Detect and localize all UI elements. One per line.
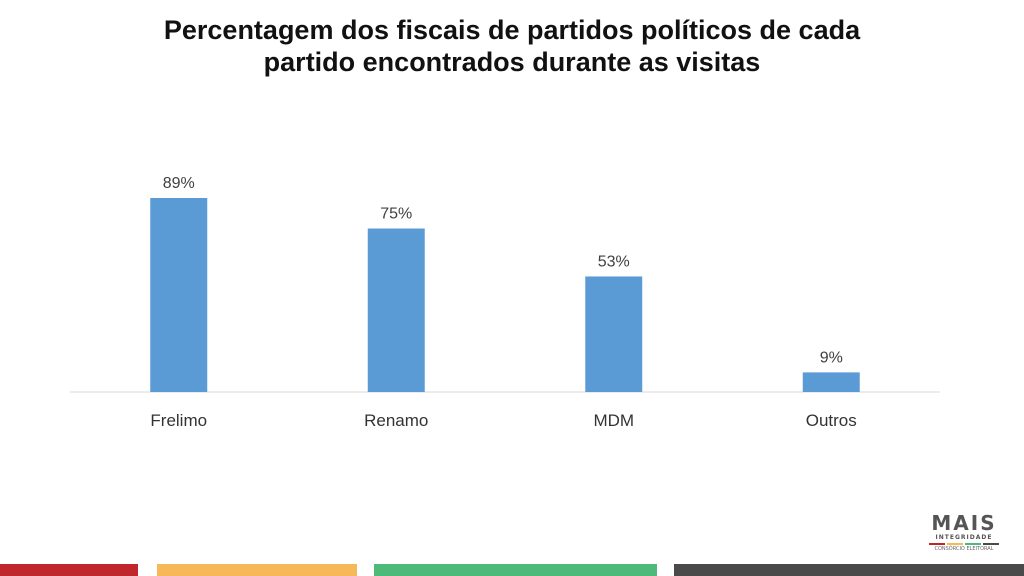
logo-stripe-4 — [983, 543, 999, 545]
footer-bar-green — [374, 564, 657, 576]
chart-title-line1: Percentagem dos fiscais de partidos polí… — [163, 15, 861, 45]
logo-stripes — [924, 543, 1004, 545]
footer-bar-orange — [157, 564, 357, 576]
data-label-outros: 9% — [820, 349, 843, 366]
bar-frelimo — [150, 197, 208, 392]
chart-title: Percentagem dos fiscais de partidos polí… — [0, 14, 1024, 78]
bar-outros — [802, 372, 860, 392]
data-label-frelimo: 89% — [163, 175, 195, 192]
category-label-frelimo: Frelimo — [150, 411, 207, 430]
logo-name: MAIS — [931, 511, 997, 535]
category-label-outros: Outros — [806, 411, 857, 430]
logo-stripe-1 — [929, 543, 945, 545]
category-label-mdm: MDM — [593, 411, 634, 430]
bar-mdm — [585, 276, 643, 392]
data-label-renamo: 75% — [380, 206, 412, 223]
logo-tagline: CONSÓRCIO ELEITORAL — [934, 546, 994, 552]
category-label-renamo: Renamo — [364, 411, 428, 430]
logo-subtitle: INTEGRIDADE — [935, 534, 993, 541]
logo-stripe-3 — [965, 543, 981, 545]
footer-bar-gray — [674, 564, 1024, 576]
bar-renamo — [367, 228, 425, 392]
footer-bar-red — [0, 564, 138, 576]
mais-integridade-logo: MAIS INTEGRIDADE CONSÓRCIO ELEITORAL — [924, 512, 1004, 553]
logo-stripe-2 — [947, 543, 963, 545]
chart-title-line2: partido encontrados durante as visitas — [263, 47, 761, 77]
data-label-mdm: 53% — [598, 253, 630, 270]
